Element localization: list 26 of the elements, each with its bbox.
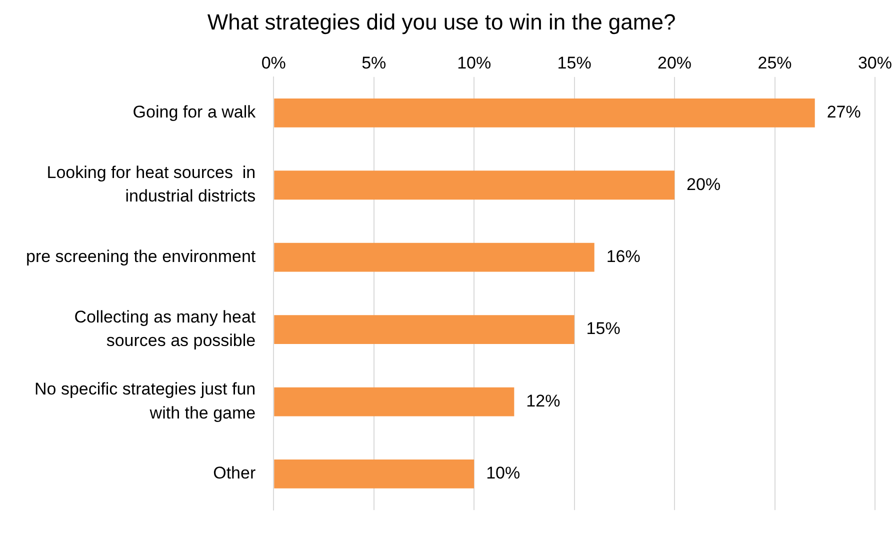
bar bbox=[274, 460, 474, 488]
bar bbox=[274, 315, 574, 344]
x-tick-label: 15% bbox=[557, 53, 592, 72]
x-tick-label: 0% bbox=[261, 53, 286, 72]
data-label: 20% bbox=[686, 174, 721, 194]
bar bbox=[274, 387, 514, 416]
x-tick-label: 10% bbox=[457, 53, 492, 72]
data-label: 12% bbox=[526, 391, 560, 410]
x-tick-label: 30% bbox=[858, 53, 892, 72]
y-tick-label: Looking for heat sources in industrial districts bbox=[46, 162, 256, 206]
chart-title: What strategies did you use to win in the game? bbox=[207, 9, 676, 34]
y-tick-label: Going for a walk bbox=[132, 102, 256, 122]
y-tick-label: Collecting as many heat sources as possible bbox=[74, 307, 256, 350]
bar bbox=[274, 98, 815, 128]
y-tick-label: No specific strategies just fun with the game bbox=[34, 380, 256, 422]
bar bbox=[274, 170, 675, 200]
x-tick-label: 20% bbox=[658, 53, 692, 72]
x-tick-label: 5% bbox=[362, 53, 386, 72]
data-label: 15% bbox=[586, 319, 620, 338]
bar bbox=[274, 242, 594, 272]
data-label: 10% bbox=[486, 464, 520, 483]
y-tick-label: Other bbox=[213, 464, 256, 483]
data-label: 16% bbox=[606, 247, 640, 266]
data-label: 27% bbox=[826, 102, 861, 122]
x-tick-label: 25% bbox=[758, 53, 792, 72]
y-tick-label: pre screening the environment bbox=[26, 247, 256, 266]
